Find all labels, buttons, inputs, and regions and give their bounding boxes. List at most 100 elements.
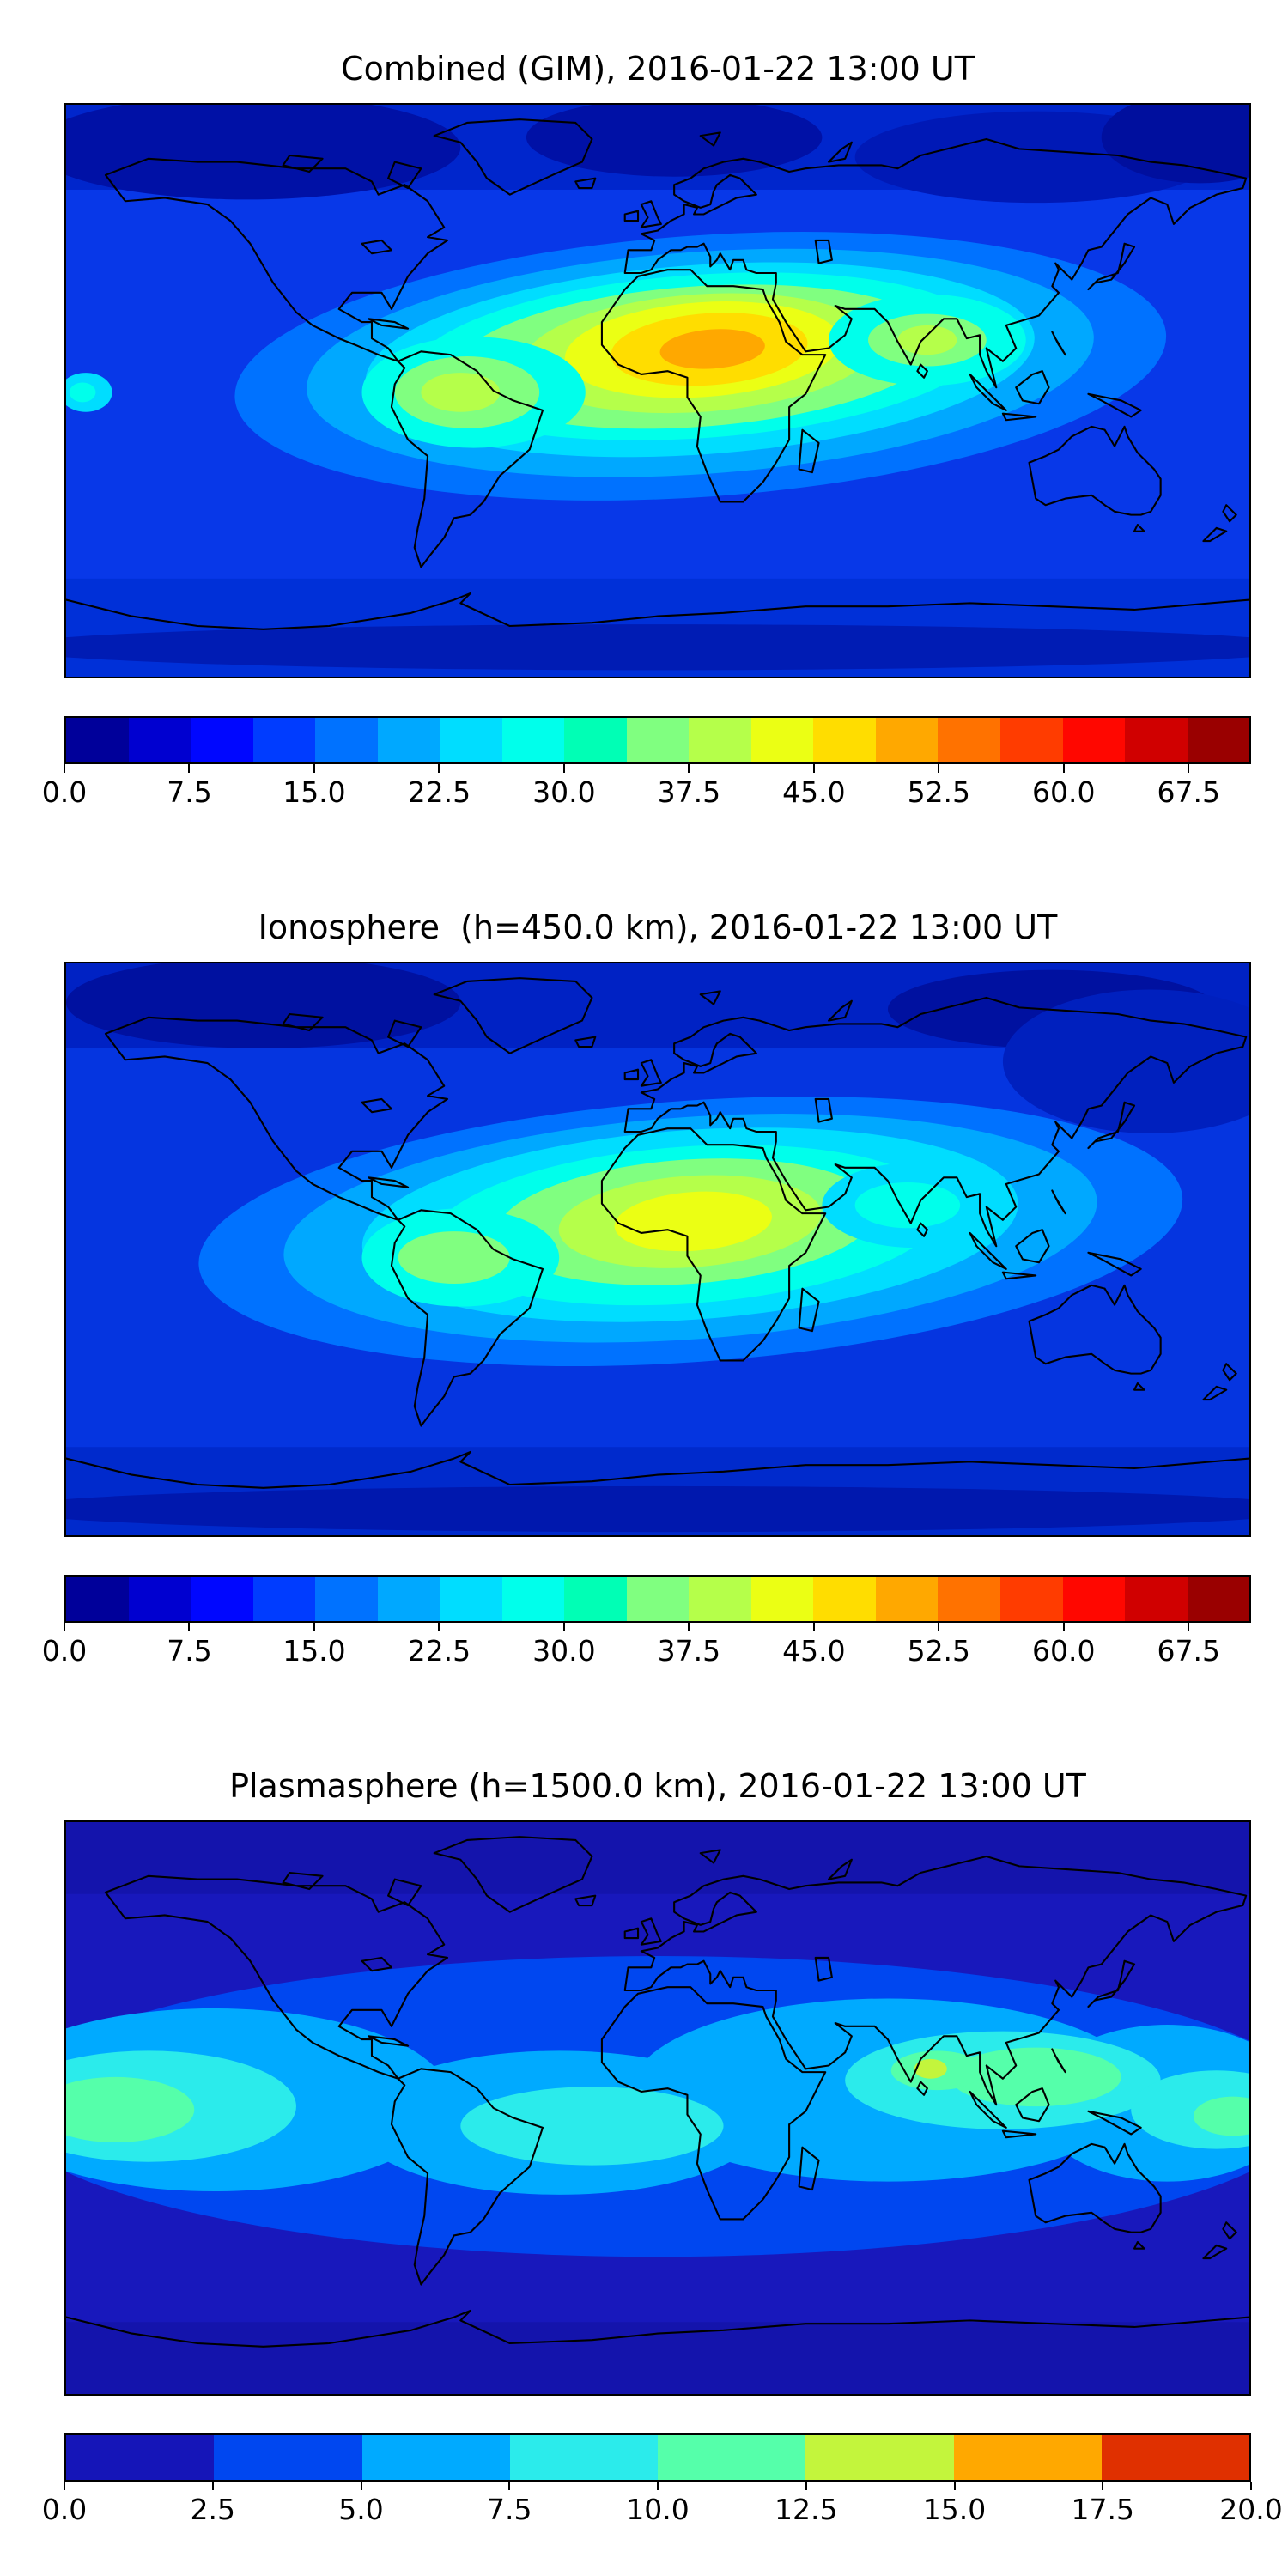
colorbar-tick-mark	[1250, 2482, 1252, 2490]
colorbar-tick-mark	[953, 2482, 956, 2490]
colorbar-segment	[1125, 718, 1188, 762]
colorbar-segment	[938, 1577, 1000, 1621]
colorbar-tick-mark	[438, 1623, 440, 1631]
colorbar-segment	[875, 1577, 939, 1621]
colorbar-tick-label: 30.0	[532, 775, 596, 809]
colorbar-segment	[66, 718, 129, 762]
colorbar-segment	[999, 718, 1063, 762]
colorbar-tick-label: 52.5	[907, 775, 971, 809]
colorbar-tick-mark	[812, 1623, 815, 1631]
colorbar-tick-mark	[64, 764, 65, 773]
colorbar-bar	[64, 1575, 1251, 1623]
colorbar-tick-row: 0.0 7.5 15.0 22.5 30.0 37.5 45.0 52.5 60.0 67.5	[42, 1623, 1251, 1668]
colorbar-tick-label: 45.0	[782, 775, 846, 809]
colorbar-tick-row: 0.0 7.5 15.0 22.5 30.0 37.5 45.0 52.5 60.0 67.5	[42, 764, 1251, 809]
colorbar-segment	[440, 1577, 502, 1621]
colorbar-bar	[64, 716, 1251, 764]
panel-title-plasmasphere: Plasmasphere (h=1500.0 km), 2016-01-22 1…	[229, 1767, 1086, 1805]
colorbar-tick-mark	[188, 764, 191, 773]
colorbar-tick-mark	[64, 1623, 65, 1631]
colorbar-segment	[564, 1577, 627, 1621]
colorbar-tick-label: 2.5	[190, 2493, 235, 2526]
colorbar-tick-label: 60.0	[1032, 1634, 1096, 1668]
colorbar-segment	[501, 718, 565, 762]
colorbar-segment	[315, 1577, 378, 1621]
colorbar-tick-mark	[64, 2482, 65, 2490]
colorbar-tick-mark	[1188, 1623, 1190, 1631]
colorbar-segment	[128, 1577, 191, 1621]
colorbar-tick-label: 0.0	[41, 1634, 88, 1668]
colorbar-tick-mark	[508, 2482, 511, 2490]
world-map-combined	[66, 105, 1249, 677]
colorbar-segment	[750, 718, 814, 762]
tec-contours-ionosphere	[66, 963, 1249, 1535]
colorbar-segment	[938, 718, 1000, 762]
colorbar-combined: 0.0 7.5 15.0 22.5 30.0 37.5 45.0 52.5 60.0 67.5	[42, 716, 1251, 809]
colorbar-tick-label: 52.5	[907, 1634, 971, 1668]
colorbar-tick-label: 15.0	[922, 2493, 987, 2526]
colorbar-segment	[315, 718, 378, 762]
colorbar-segment	[1062, 718, 1126, 762]
colorbar-tick-label: 30.0	[532, 1634, 596, 1668]
colorbar-segment	[377, 1577, 440, 1621]
colorbar-tick-label: 7.5	[167, 1634, 212, 1668]
colorbar-segment	[626, 718, 690, 762]
colorbar-tick-label: 67.5	[1157, 1634, 1220, 1668]
colorbar-tick-row: 0.0 2.5 5.0 7.5 10.0 12.5 15.0 17.5 20.0	[42, 2482, 1283, 2526]
colorbar-segment	[564, 718, 627, 762]
colorbar-segment	[813, 718, 876, 762]
map-frame-plasmasphere	[64, 1820, 1251, 2396]
colorbar-segment	[813, 1577, 876, 1621]
plot-area-plasmasphere: Plasmasphere (h=1500.0 km), 2016-01-22 1…	[42, 1765, 1283, 2526]
colorbar-segment	[750, 1577, 814, 1621]
colorbar-segment	[1125, 1577, 1188, 1621]
world-map-ionosphere	[66, 963, 1249, 1535]
panel-plasmasphere: Plasmasphere (h=1500.0 km), 2016-01-22 1…	[0, 1717, 1288, 2576]
colorbar-segment	[128, 718, 191, 762]
colorbar-ionosphere: 0.0 7.5 15.0 22.5 30.0 37.5 45.0 52.5 60.0 67.5	[42, 1575, 1251, 1668]
colorbar-tick-mark	[360, 2482, 362, 2490]
panel-title-combined: Combined (GIM), 2016-01-22 13:00 UT	[341, 50, 975, 88]
colorbar-segment	[953, 2435, 1102, 2480]
colorbar-tick-mark	[657, 2482, 659, 2490]
colorbar-tick-mark	[313, 764, 315, 773]
colorbar-segment	[191, 718, 253, 762]
colorbar-tick-label: 10.0	[626, 2493, 690, 2526]
colorbar-bar	[64, 2433, 1251, 2482]
colorbar-segment	[805, 2435, 954, 2480]
colorbar-tick-label: 37.5	[657, 775, 721, 809]
colorbar-tick-label: 22.5	[407, 1634, 471, 1668]
colorbar-segment	[66, 2435, 215, 2480]
colorbar-segment	[999, 1577, 1063, 1621]
map-frame-combined	[64, 103, 1251, 678]
colorbar-tick-mark	[562, 764, 565, 773]
tec-contours-plasmasphere	[66, 1822, 1249, 2394]
colorbar-tick-label: 45.0	[782, 1634, 846, 1668]
colorbar-tick-label: 15.0	[283, 1634, 346, 1668]
colorbar-tick-mark	[562, 1623, 565, 1631]
colorbar-tick-mark	[688, 764, 690, 773]
colorbar-tick-label: 7.5	[487, 2493, 532, 2526]
colorbar-tick-mark	[1188, 764, 1190, 773]
plot-area-ionosphere: Ionosphere (h=450.0 km), 2016-01-22 13:0…	[42, 907, 1251, 1668]
colorbar-segment	[689, 1577, 751, 1621]
colorbar-tick-label: 20.0	[1219, 2493, 1283, 2526]
colorbar-tick-label: 12.5	[775, 2493, 838, 2526]
colorbar-segment	[875, 718, 939, 762]
colorbar-tick-mark	[938, 764, 940, 773]
panel-ionosphere: Ionosphere (h=450.0 km), 2016-01-22 13:0…	[0, 859, 1288, 1717]
colorbar-tick-label: 7.5	[167, 775, 212, 809]
colorbar-segment	[626, 1577, 690, 1621]
map-frame-ionosphere	[64, 962, 1251, 1537]
tec-contours-combined	[66, 105, 1249, 677]
colorbar-tick-label: 0.0	[41, 2493, 88, 2526]
colorbar-tick-label: 17.5	[1071, 2493, 1134, 2526]
colorbar-segment	[440, 718, 502, 762]
colorbar-segment	[658, 2435, 806, 2480]
colorbar-tick-mark	[938, 1623, 940, 1631]
plot-area-combined: Combined (GIM), 2016-01-22 13:00 UT	[42, 48, 1251, 809]
colorbar-segment	[689, 718, 751, 762]
panel-combined: Combined (GIM), 2016-01-22 13:00 UT	[0, 0, 1288, 859]
colorbar-tick-mark	[313, 1623, 315, 1631]
colorbar-segment	[1187, 718, 1250, 762]
